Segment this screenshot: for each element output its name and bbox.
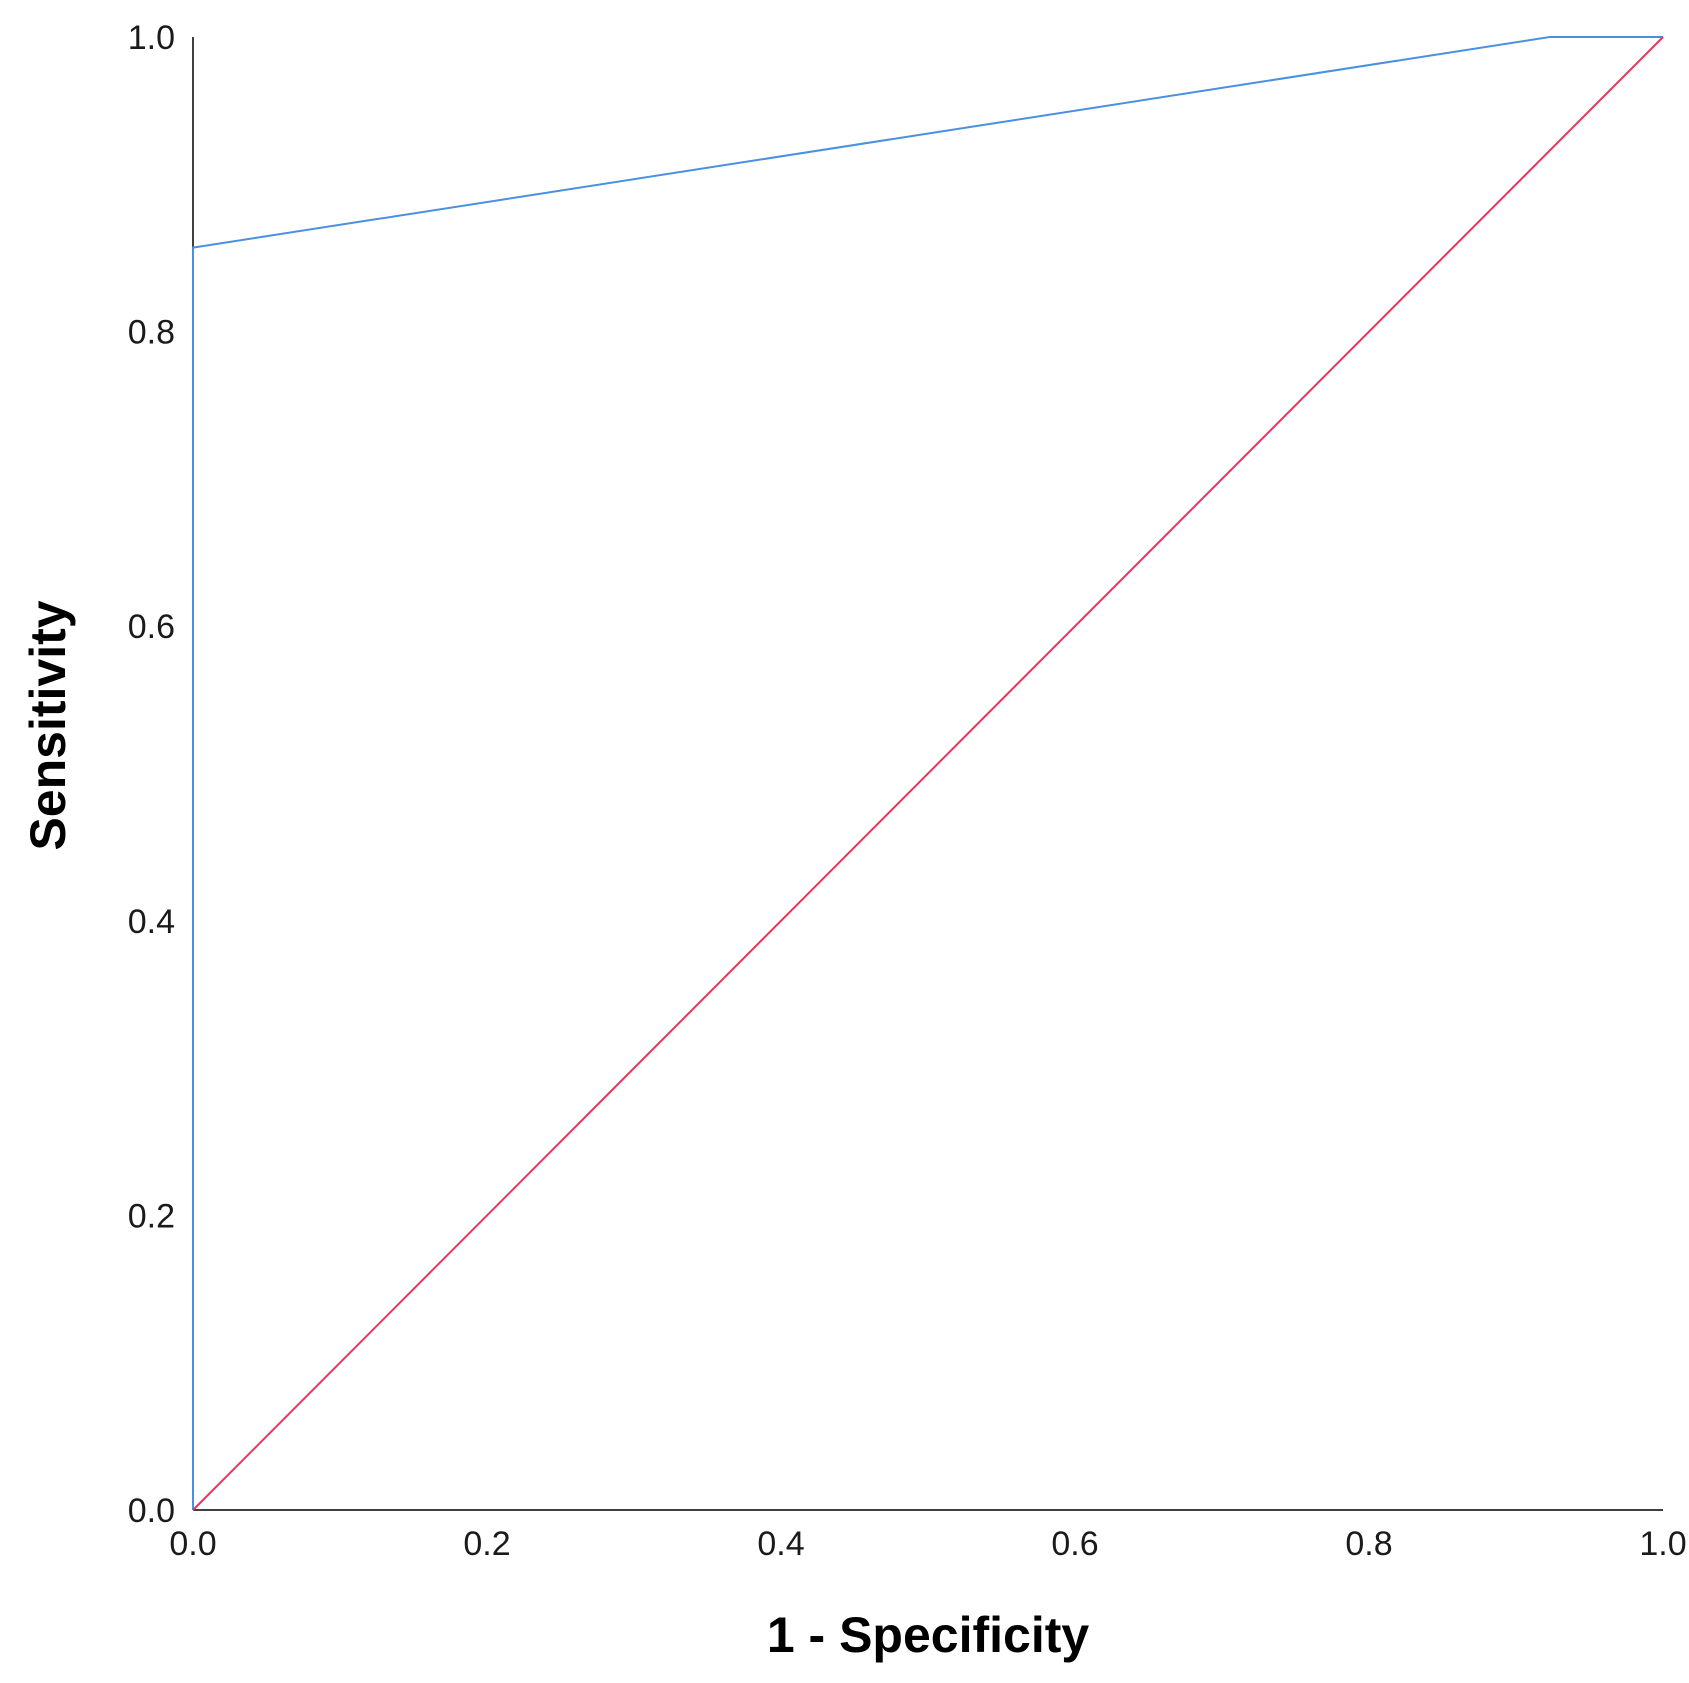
reference-line: [192, 36, 1664, 1511]
tick-labels: 0.0 0.2 0.4 0.6 0.8 1.0 0.0 0.2 0.4 0.6 0.8 1.0: [128, 19, 1687, 1563]
y-axis-title: Sensitivity: [20, 600, 76, 850]
series: [192, 36, 1664, 1511]
x-tick-label: 0.2: [463, 1525, 510, 1563]
y-tick-label: 1.0: [128, 19, 175, 57]
y-tick-label: 0.2: [128, 1197, 175, 1235]
x-axis-title: 1 - Specificity: [767, 1607, 1090, 1663]
y-tick-label: 0.0: [128, 1492, 175, 1530]
x-tick-label: 0.4: [757, 1525, 804, 1563]
x-tick-label: 1.0: [1639, 1525, 1686, 1563]
y-tick-label: 0.6: [128, 608, 175, 646]
y-tick-label: 0.4: [128, 903, 175, 941]
roc-curve-line: [192, 36, 1663, 1510]
x-tick-label: 0.8: [1345, 1525, 1392, 1563]
x-tick-label: 0.0: [169, 1525, 216, 1563]
x-tick-label: 0.6: [1051, 1525, 1098, 1563]
y-tick-label: 0.8: [128, 314, 175, 352]
